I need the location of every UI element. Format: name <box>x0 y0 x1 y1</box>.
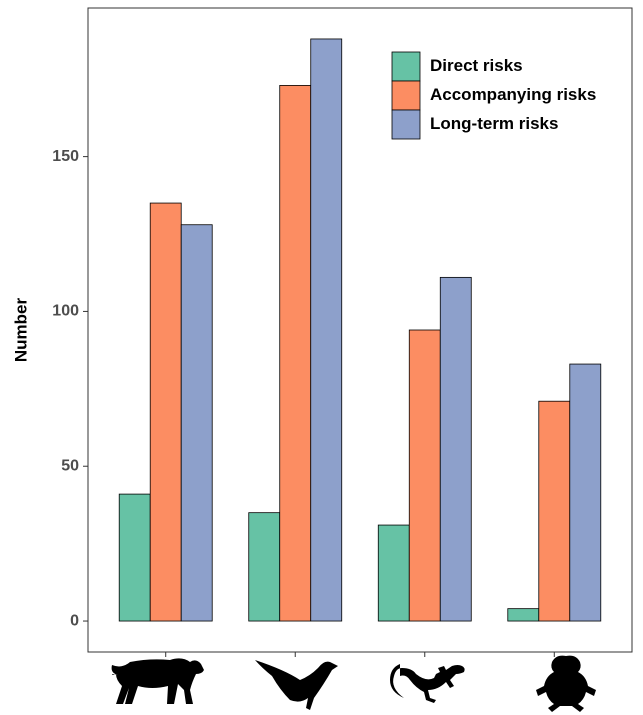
icon-bird <box>255 660 338 710</box>
y-axis-title: Number <box>11 298 30 363</box>
icon-amphibian <box>536 656 596 712</box>
bar <box>249 513 280 621</box>
bar <box>440 277 471 621</box>
page: {"chart_data": {"type": "bar", "y_label"… <box>0 0 643 715</box>
legend-swatch <box>392 110 420 139</box>
legend-label: Direct risks <box>430 56 523 75</box>
legend-label: Accompanying risks <box>430 85 596 104</box>
bar <box>181 225 212 621</box>
legend-swatch <box>392 52 420 81</box>
bar <box>409 330 440 621</box>
bar <box>150 203 181 621</box>
bar <box>119 494 150 621</box>
bar <box>508 609 539 621</box>
y-tick-label: 100 <box>52 303 79 320</box>
icon-mammal <box>112 658 204 704</box>
category-icons <box>112 656 596 712</box>
legend-swatch <box>392 81 420 110</box>
bar <box>378 525 409 621</box>
bar <box>539 401 570 621</box>
bar <box>280 85 311 621</box>
icon-reptile <box>390 664 465 703</box>
chart: Number 0 50 100 150 Direct risks Accompanying… <box>0 0 643 715</box>
y-tick-label: 50 <box>61 457 79 474</box>
y-tick-label: 0 <box>70 612 79 629</box>
bar <box>570 364 601 621</box>
bar <box>311 39 342 621</box>
legend-label: Long-term risks <box>430 114 558 133</box>
y-tick-label: 150 <box>52 148 79 165</box>
